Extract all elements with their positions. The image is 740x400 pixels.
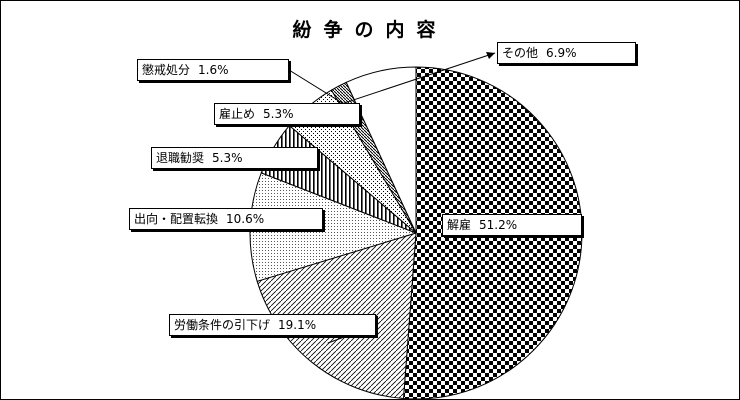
leader-line [325,52,496,110]
slice-label-value: 6.9% [546,46,577,60]
slice-label-name: 懲戒処分 [142,63,191,77]
slice-label-value: 10.6% [226,212,265,226]
slice-label-name: その他 [502,46,539,60]
slice-label-name: 出向・配置転換 [134,212,219,226]
slice-label-value: 5.3% [263,107,294,121]
slice-label: 労働条件の引下げ 19.1% [169,314,376,336]
pie-slice [345,66,417,234]
slice-label-name: 退職勧奨 [156,151,205,165]
slice-label: 退職勧奨 5.3% [151,147,318,169]
slice-label: 解雇 51.2% [442,214,582,236]
slice-label-value: 1.6% [198,63,229,77]
slice-label-value: 51.2% [479,218,518,232]
slice-label-name: 解雇 [447,218,472,232]
slice-label-name: 労働条件の引下げ [174,318,271,332]
pie-slices [249,66,583,399]
leader-line [288,69,351,109]
chart-title: 紛争の内容 [292,19,448,41]
slice-label: 出向・配置転換 10.6% [129,208,323,230]
slice-label-value: 5.3% [212,151,243,165]
slice-label: その他 6.9% [497,42,636,64]
slice-label: 懲戒処分 1.6% [137,59,289,81]
leader-arrowhead [486,52,495,59]
slice-label-name: 雇止め [219,107,256,121]
slice-label-value: 19.1% [278,318,317,332]
slice-label: 雇止め 5.3% [214,103,360,125]
